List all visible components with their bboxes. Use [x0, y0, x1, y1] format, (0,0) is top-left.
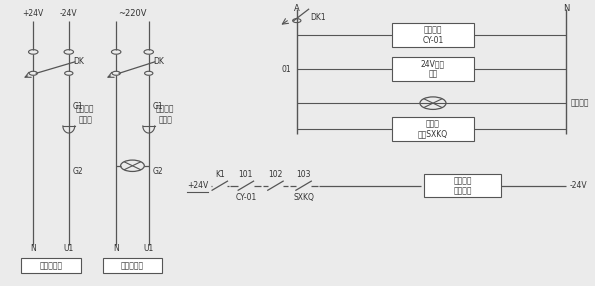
Text: +24V: +24V [23, 9, 44, 18]
FancyBboxPatch shape [21, 258, 81, 273]
Text: 102: 102 [268, 170, 283, 178]
Text: N: N [113, 244, 119, 253]
Text: 臭氧发生器: 臭氧发生器 [39, 261, 62, 270]
Text: G1: G1 [153, 102, 164, 110]
Text: -24V: -24V [569, 181, 587, 190]
Text: -24V: -24V [60, 9, 77, 18]
Text: G2: G2 [153, 167, 164, 176]
Text: 103: 103 [296, 170, 311, 178]
Text: N: N [563, 3, 569, 13]
Text: K1: K1 [215, 170, 225, 178]
Text: DK: DK [73, 57, 84, 66]
Text: 臭氧仪表
CY-01: 臭氧仪表 CY-01 [422, 25, 444, 45]
FancyBboxPatch shape [392, 57, 474, 81]
FancyBboxPatch shape [392, 117, 474, 141]
Text: 24V开关
电源: 24V开关 电源 [421, 59, 445, 79]
Text: DK: DK [153, 57, 164, 66]
FancyBboxPatch shape [424, 174, 501, 197]
Text: G2: G2 [73, 167, 83, 176]
Text: 01: 01 [281, 65, 291, 74]
FancyBboxPatch shape [103, 258, 162, 273]
Text: DK1: DK1 [310, 13, 325, 22]
Text: 101: 101 [239, 170, 253, 178]
Text: 固态继电
器控制端: 固态继电 器控制端 [453, 176, 472, 195]
Text: SXKQ: SXKQ [293, 193, 314, 202]
Text: U1: U1 [143, 244, 154, 253]
FancyBboxPatch shape [392, 23, 474, 47]
Text: 固态继电
器输出: 固态继电 器输出 [76, 105, 95, 124]
Text: N: N [30, 244, 36, 253]
Text: G1: G1 [73, 102, 83, 110]
Text: A: A [294, 3, 300, 13]
Text: 时序控
制器SXKQ: 时序控 制器SXKQ [418, 119, 448, 138]
Text: 电源指示: 电源指示 [571, 99, 590, 108]
Text: +24V: +24V [187, 181, 208, 190]
Text: CY-01: CY-01 [235, 193, 256, 202]
Text: U1: U1 [64, 244, 74, 253]
Text: ~220V: ~220V [118, 9, 147, 18]
Text: 臭氧发生器: 臭氧发生器 [121, 261, 144, 270]
Text: 固态继电
器输出: 固态继电 器输出 [156, 105, 174, 124]
